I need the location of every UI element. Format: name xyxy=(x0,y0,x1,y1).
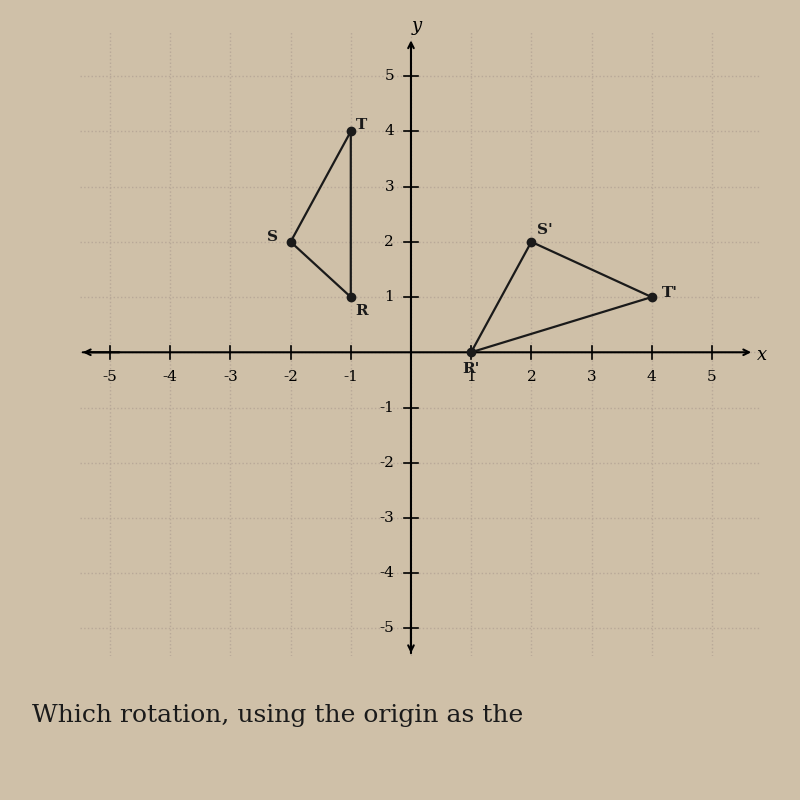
Text: -2: -2 xyxy=(379,456,394,470)
Text: 4: 4 xyxy=(384,124,394,138)
Text: Which rotation, using the origin as the: Which rotation, using the origin as the xyxy=(32,704,523,727)
Text: 5: 5 xyxy=(385,69,394,83)
Text: 3: 3 xyxy=(586,370,596,384)
Text: -3: -3 xyxy=(379,511,394,525)
Text: T: T xyxy=(356,118,367,132)
Text: S: S xyxy=(267,230,278,245)
Text: R': R' xyxy=(462,362,480,376)
Text: 1: 1 xyxy=(466,370,476,384)
Text: R: R xyxy=(355,304,368,318)
Text: y: y xyxy=(412,17,422,34)
Text: 5: 5 xyxy=(707,370,717,384)
Text: -2: -2 xyxy=(283,370,298,384)
Text: -1: -1 xyxy=(343,370,358,384)
Text: 4: 4 xyxy=(647,370,657,384)
Text: -4: -4 xyxy=(163,370,178,384)
Text: 2: 2 xyxy=(526,370,536,384)
Text: -3: -3 xyxy=(223,370,238,384)
Text: x: x xyxy=(757,346,767,364)
Text: 3: 3 xyxy=(385,180,394,194)
Text: -1: -1 xyxy=(379,401,394,414)
Text: T': T' xyxy=(662,286,678,300)
Text: -5: -5 xyxy=(102,370,118,384)
Text: S': S' xyxy=(537,222,553,237)
Text: 1: 1 xyxy=(384,290,394,304)
Text: -5: -5 xyxy=(379,622,394,635)
Text: -4: -4 xyxy=(379,566,394,580)
Text: 2: 2 xyxy=(384,235,394,249)
